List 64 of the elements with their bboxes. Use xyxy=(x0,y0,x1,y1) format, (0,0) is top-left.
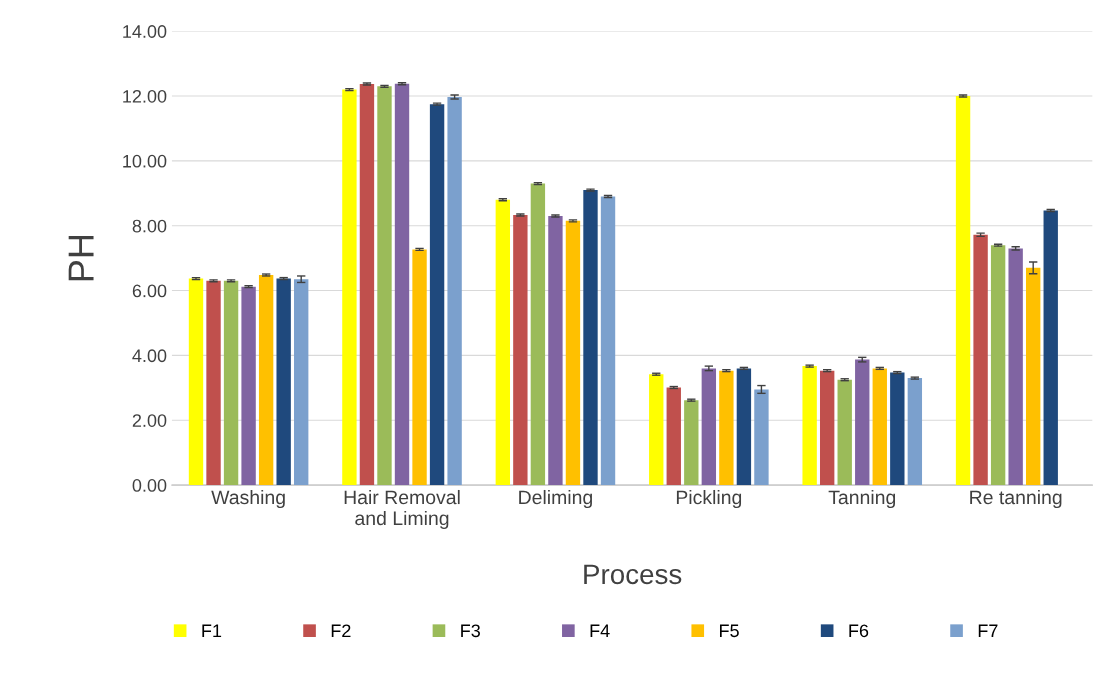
x-tick-label: Re tanning xyxy=(970,489,1062,509)
y-tick-label: 14.00 xyxy=(123,25,167,38)
y-tick-label: 8.00 xyxy=(132,219,167,233)
bar xyxy=(495,199,511,486)
bar xyxy=(241,286,256,486)
y-tick-label: 2.00 xyxy=(132,414,167,427)
bar xyxy=(294,279,309,486)
y-tick-label: 6.00 xyxy=(132,284,167,298)
bar xyxy=(429,104,445,486)
legend-label: F4 xyxy=(590,624,610,637)
bar xyxy=(342,89,357,486)
bar xyxy=(359,84,375,486)
legend-label: F1 xyxy=(202,624,222,637)
x-tick-label: Hair Removal and Liming xyxy=(344,489,460,530)
bar xyxy=(837,379,852,486)
y-tick-label: 0.00 xyxy=(132,479,167,492)
bar xyxy=(990,245,1006,486)
bar xyxy=(1026,267,1041,486)
legend-label: F6 xyxy=(849,624,869,638)
bar xyxy=(684,400,699,486)
bar xyxy=(701,368,717,486)
bar xyxy=(513,215,528,486)
bar xyxy=(1043,210,1058,486)
bar xyxy=(447,97,462,486)
bar xyxy=(719,370,734,486)
bar xyxy=(565,220,581,486)
bar xyxy=(736,368,752,486)
y-axis-title: PH xyxy=(68,236,94,281)
x-tick-label: Washing xyxy=(211,489,285,509)
bar xyxy=(973,234,988,486)
y-tick-label: 12.00 xyxy=(123,89,167,103)
bar xyxy=(548,215,563,486)
bar xyxy=(1008,248,1023,486)
x-axis-title: Process xyxy=(584,564,682,585)
legend-label: F5 xyxy=(720,624,739,638)
bar xyxy=(890,372,905,486)
legend-label: F3 xyxy=(461,624,480,638)
bar xyxy=(649,374,664,486)
bar xyxy=(819,370,835,486)
bar xyxy=(530,183,546,486)
bar xyxy=(377,86,392,486)
bar xyxy=(855,359,870,486)
legend-label: F2 xyxy=(331,624,351,637)
legend-label: F7 xyxy=(978,624,998,637)
bar xyxy=(600,196,616,486)
bar xyxy=(754,389,769,486)
bar xyxy=(206,280,221,486)
x-tick-label: Pickling xyxy=(676,489,742,509)
bar xyxy=(276,278,291,486)
y-tick-label: 4.00 xyxy=(132,349,167,363)
y-tick-label: 10.00 xyxy=(123,154,167,168)
bar xyxy=(666,387,681,486)
bar xyxy=(872,368,887,486)
x-tick-label: Tanning xyxy=(828,489,896,509)
bar xyxy=(258,275,274,486)
bar xyxy=(802,366,817,486)
bar xyxy=(188,278,204,486)
bar xyxy=(394,83,410,486)
bar xyxy=(223,280,239,486)
bar xyxy=(907,378,923,486)
bar xyxy=(412,249,427,486)
x-tick-label: Deliming xyxy=(519,489,592,509)
bar xyxy=(955,96,971,486)
bar xyxy=(583,190,598,486)
